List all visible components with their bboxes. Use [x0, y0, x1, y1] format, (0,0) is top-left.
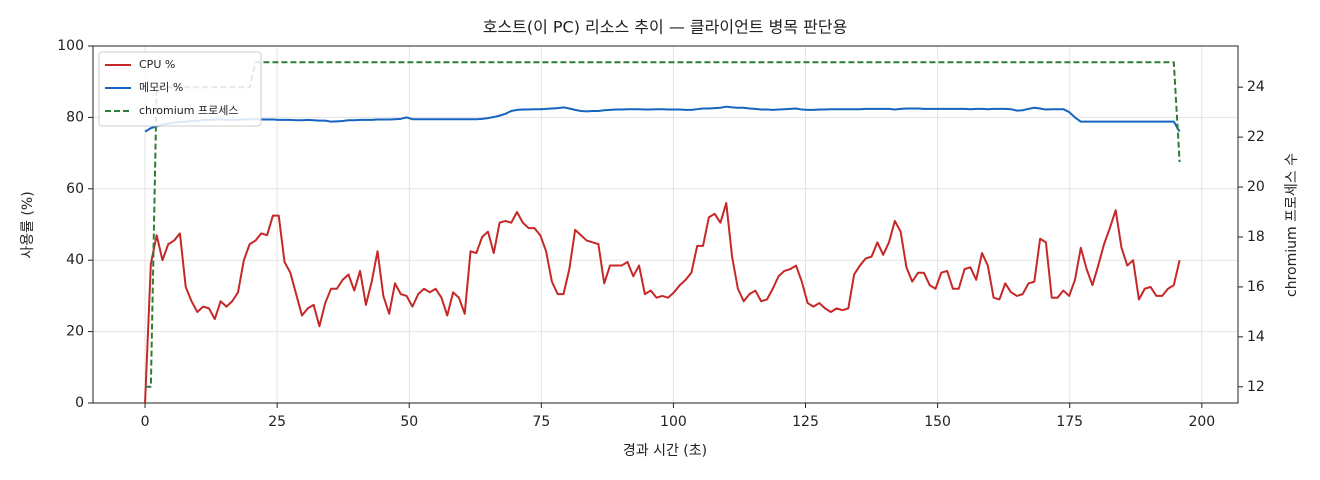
legend-label: chromium 프로세스 — [139, 104, 238, 117]
series-line — [144, 202, 1181, 404]
legend-label: CPU % — [139, 58, 175, 71]
y2-tick-label: 24 — [1247, 79, 1265, 95]
x-tick-label: 0 — [141, 414, 150, 430]
plot-frame — [92, 45, 1239, 404]
x-tick-label: 125 — [792, 414, 819, 430]
series-line — [144, 105, 1181, 133]
legend-label: 메모리 % — [139, 81, 183, 94]
y-tick-label: 100 — [57, 38, 84, 54]
x-tick-label: 150 — [924, 414, 951, 430]
x-tick-label: 75 — [532, 414, 550, 430]
y2-tick-label: 12 — [1247, 379, 1265, 395]
y-tick-label: 80 — [66, 109, 84, 125]
x-tick-label: 100 — [660, 414, 687, 430]
y-tick-label: 60 — [66, 181, 84, 197]
x-tick-label: 50 — [400, 414, 418, 430]
y2-tick-label: 14 — [1247, 329, 1265, 345]
legend-box — [98, 51, 262, 127]
y2-tick-label: 18 — [1247, 229, 1265, 245]
y-tick-label: 0 — [75, 395, 84, 411]
chart-title: 호스트(이 PC) 리소스 추이 — 클라이언트 병목 판단용 — [483, 18, 848, 37]
x-tick-label: 200 — [1188, 414, 1215, 430]
y2-tick-label: 22 — [1247, 129, 1265, 145]
x-tick-label: 175 — [1056, 414, 1083, 430]
y2-axis-label: chromium 프로세스 수 — [1284, 153, 1300, 297]
y-axis-label: 사용률 (%) — [20, 191, 36, 258]
y-tick-label: 40 — [66, 252, 84, 268]
series-line — [145, 61, 1181, 388]
y2-tick-label: 20 — [1247, 179, 1265, 195]
y-tick-label: 20 — [66, 324, 84, 340]
x-axis-label: 경과 시간 (초) — [623, 443, 707, 459]
y2-tick-label: 16 — [1247, 279, 1265, 295]
x-tick-label: 25 — [268, 414, 286, 430]
